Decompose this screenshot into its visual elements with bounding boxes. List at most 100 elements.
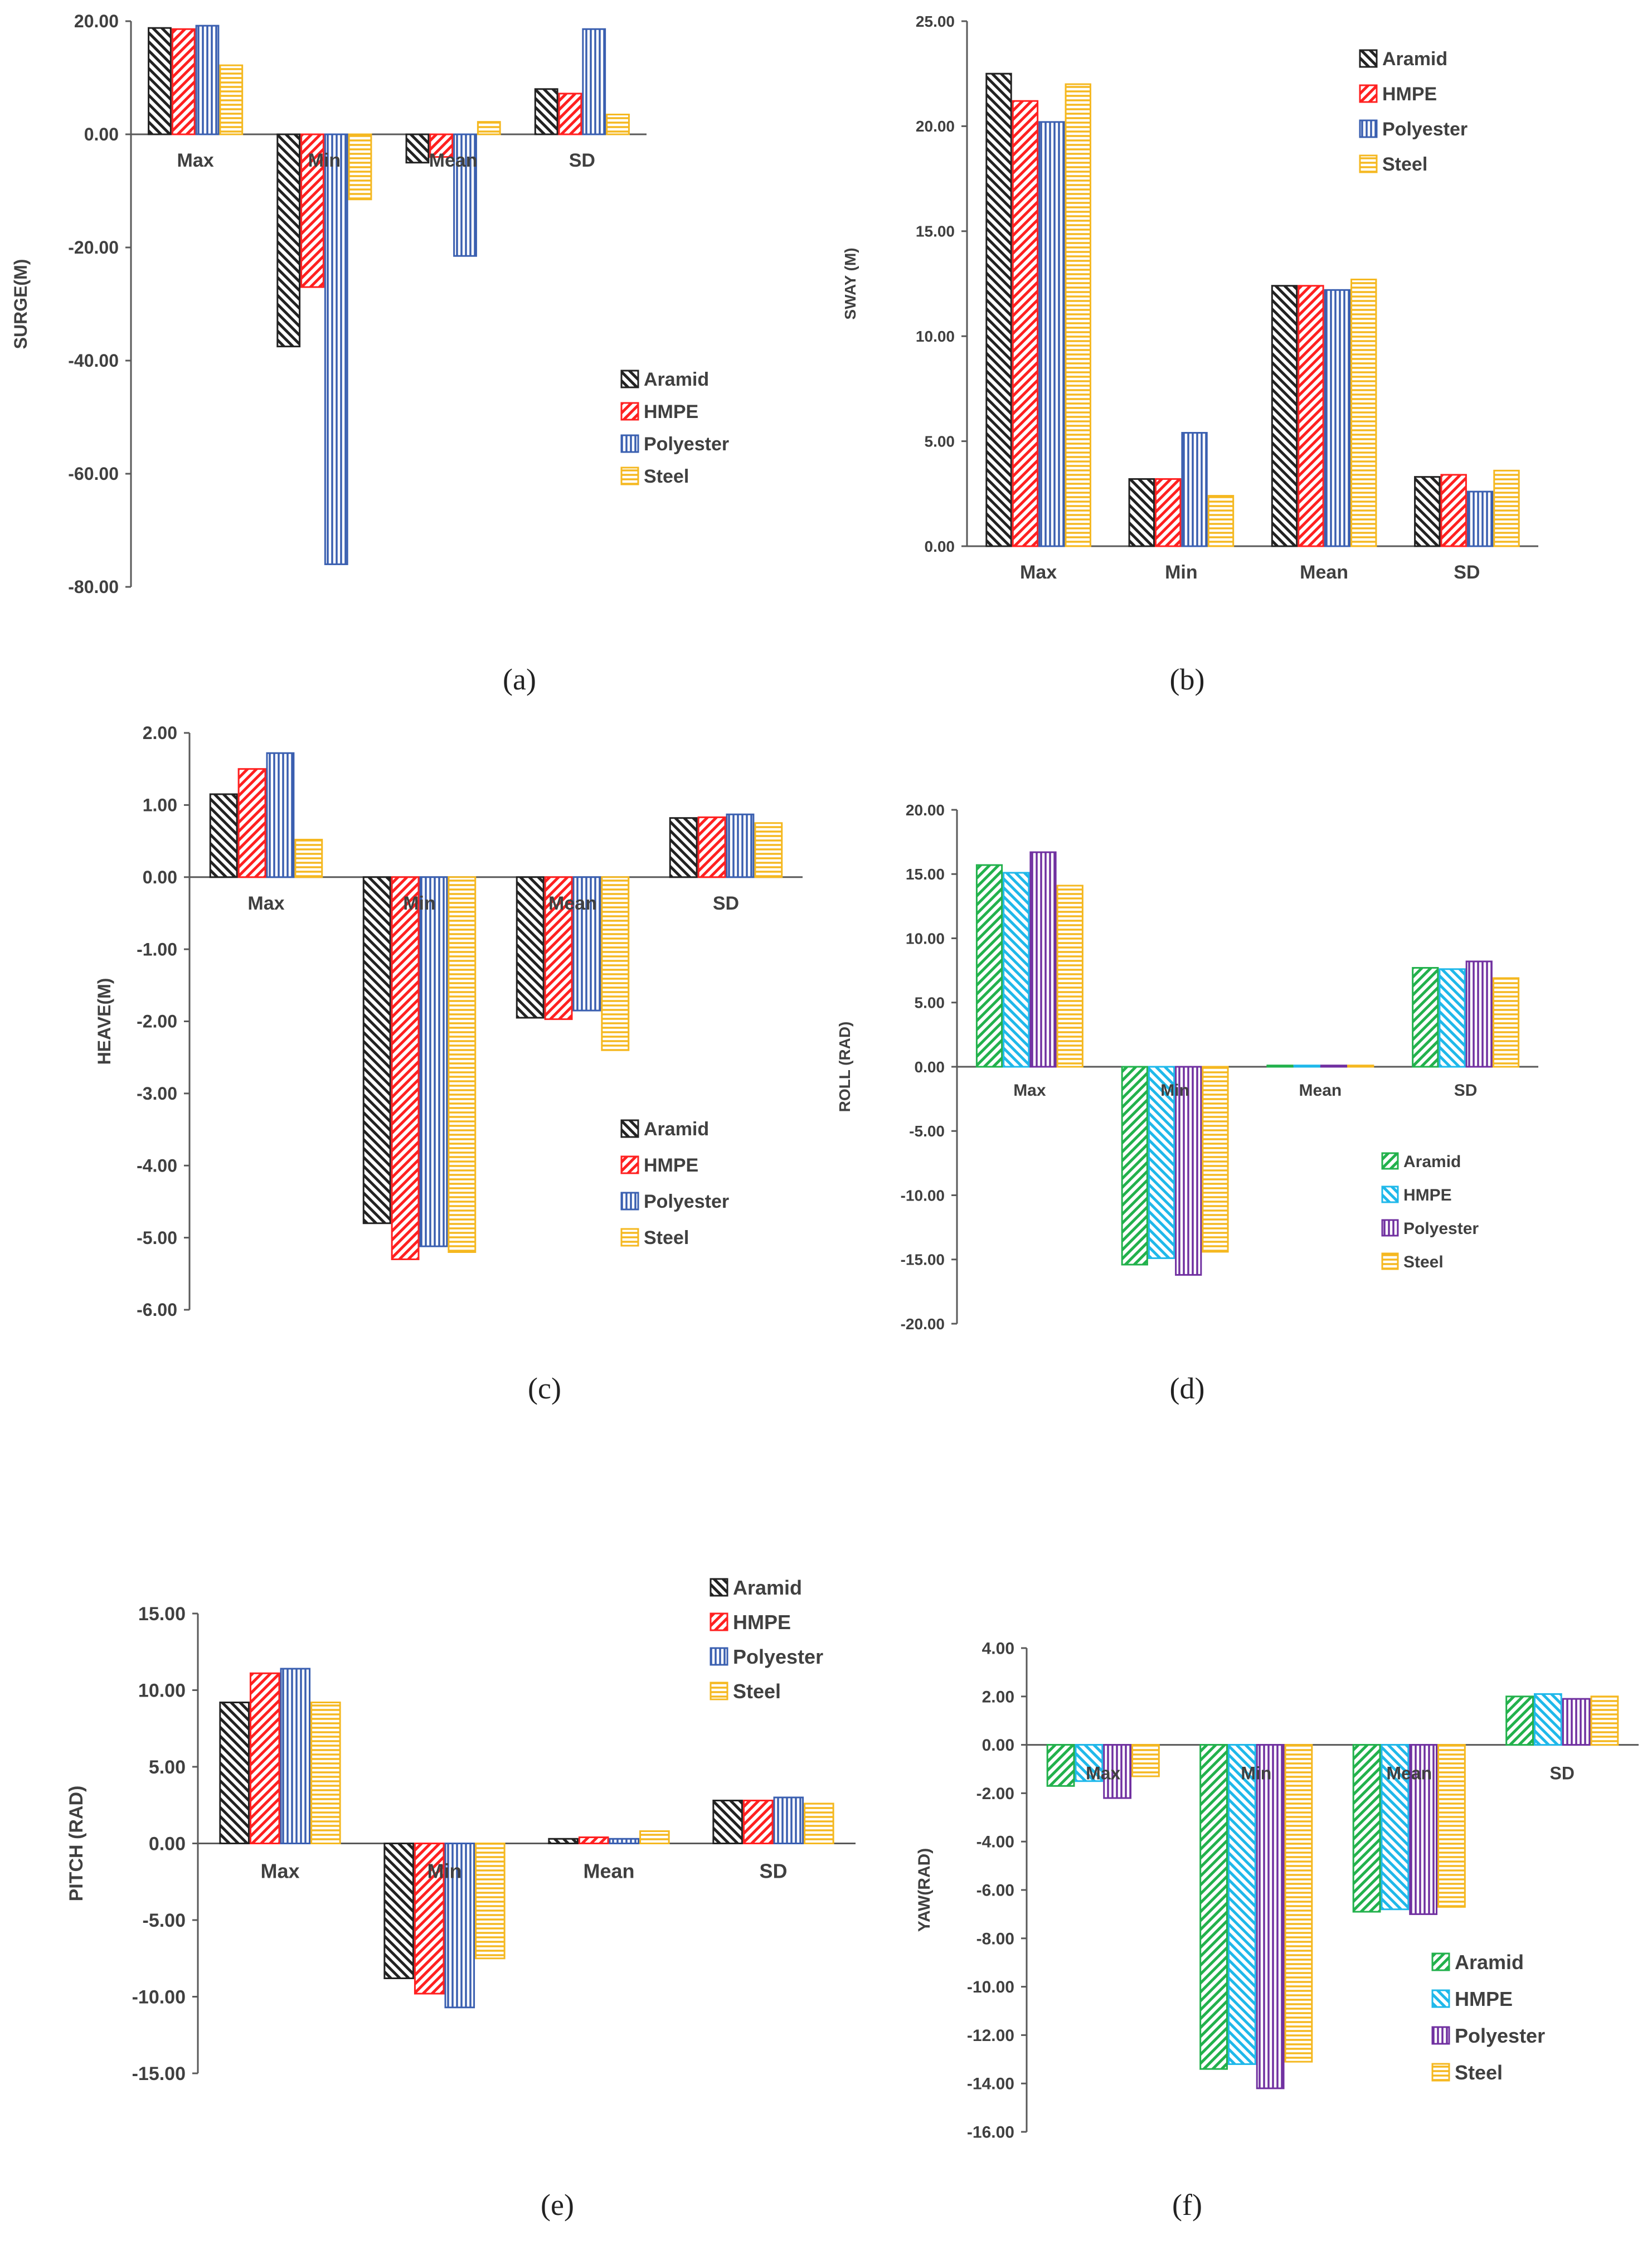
- bar-polyester-max: [195, 25, 220, 135]
- chart-panel-d: 20.00 15.00 10.00 5.00 0.00 -5.00 -10.00 -15.00…: [836, 801, 1538, 1333]
- bar-polyester-max: [280, 1668, 311, 1844]
- category-label: Mean: [1300, 562, 1348, 583]
- caption-d: (d): [1169, 1372, 1205, 1405]
- y-tick-label: 15.00: [138, 1603, 186, 1625]
- bar-aramid-max: [985, 72, 1012, 547]
- bar-steel-mean: [477, 121, 501, 135]
- y-tick-label: -2.00: [976, 1785, 1014, 1803]
- category-label: Max: [1020, 562, 1057, 583]
- y-tick-label: 25.00: [916, 13, 955, 30]
- bar-aramid-max: [209, 793, 238, 878]
- bar-hmpe-sd: [558, 93, 582, 135]
- y-tick-label: 1.00: [143, 795, 177, 815]
- y-tick-label: -1.00: [137, 939, 177, 959]
- chart-panel-a: 20.00 0.00 -20.00 -40.00 -60.00 -80.00 Max Min M…: [11, 11, 729, 597]
- y-axis-title: SURGE(M): [11, 259, 31, 349]
- bar-polyester-max: [1038, 121, 1065, 547]
- category-label: SD: [1454, 562, 1480, 583]
- bar-aramid-mean: [548, 1838, 579, 1844]
- caption-f: (f): [1172, 2188, 1202, 2222]
- legend-swatch-steel: [620, 1228, 639, 1247]
- bar-steel-min: [1202, 1066, 1229, 1253]
- category-label: Max: [1013, 1081, 1046, 1100]
- legend-label-steel: Steel: [1403, 1253, 1444, 1271]
- legend-label-aramid: Aramid: [1455, 1951, 1524, 1974]
- legend-swatch-steel: [710, 1682, 728, 1700]
- category-label: Mean: [1386, 1763, 1432, 1784]
- y-tick-label: -10.00: [967, 1978, 1014, 1996]
- y-tick-label: -4.00: [976, 1833, 1014, 1852]
- y-tick-label: -10.00: [132, 1986, 186, 2008]
- category-label: Min: [1241, 1763, 1271, 1784]
- legend-swatch-polyester: [1431, 2026, 1450, 2045]
- legend-swatch-aramid: [620, 1119, 639, 1138]
- bar-hmpe-mean: [544, 876, 573, 1021]
- bar-polyester-mean: [609, 1838, 640, 1844]
- legend-label-hmpe: HMPE: [1382, 84, 1437, 105]
- y-tick-label: 10.00: [916, 328, 955, 345]
- category-label: Mean: [548, 893, 597, 914]
- y-axis-title: PITCH (RAD): [66, 1786, 87, 1902]
- bar-polyester-min: [324, 133, 348, 565]
- bar-polyester-min: [419, 876, 448, 1247]
- y-tick-label: 0.00: [149, 1833, 186, 1854]
- bar-steel-max: [1131, 1744, 1160, 1777]
- bar-steel-max: [294, 838, 323, 878]
- bar-aramid-max: [1046, 1744, 1075, 1787]
- legend-label-polyester: Polyester: [644, 434, 729, 455]
- bar-aramid-min: [362, 876, 391, 1224]
- y-tick-label: 20.00: [906, 801, 945, 819]
- legend-label-polyester: Polyester: [644, 1191, 729, 1212]
- bar-steel-sd: [1492, 977, 1520, 1068]
- legend-label-polyester: Polyester: [733, 1645, 823, 1668]
- bar-polyester-mean: [1409, 1744, 1438, 1915]
- bar-aramid-sd: [1414, 476, 1441, 547]
- legend-swatch-hmpe: [710, 1612, 728, 1631]
- bar-steel-min: [348, 133, 372, 201]
- y-tick-label: 5.00: [925, 433, 955, 450]
- legend-label-steel: Steel: [1382, 154, 1427, 175]
- y-tick-label: 15.00: [906, 866, 945, 883]
- bar-aramid-sd: [534, 88, 558, 135]
- bar-aramid-min: [383, 1843, 414, 1979]
- bar-aramid-min: [276, 133, 301, 348]
- y-tick-label: 20.00: [74, 11, 119, 31]
- bar-aramid-max: [148, 27, 172, 135]
- category-label: Mean: [583, 1860, 634, 1883]
- bar-steel-mean: [1350, 278, 1377, 547]
- y-tick-label: -8.00: [976, 1930, 1014, 1948]
- legend-label-polyester: Polyester: [1455, 2024, 1545, 2047]
- legend-label-hmpe: HMPE: [1403, 1186, 1452, 1204]
- y-tick-label: 2.00: [143, 723, 177, 743]
- bar-steel-mean: [1347, 1065, 1374, 1068]
- bar-polyester-sd: [1465, 960, 1493, 1068]
- legend-swatch-steel: [1431, 2063, 1450, 2082]
- bar-steel-sd: [804, 1802, 834, 1844]
- category-label: Max: [177, 150, 214, 171]
- bar-aramid-sd: [1412, 967, 1439, 1068]
- caption-e: (e): [541, 2188, 574, 2222]
- bar-aramid-sd: [1505, 1695, 1534, 1746]
- legend-swatch-steel: [1359, 154, 1378, 173]
- bar-polyester-mean: [1320, 1065, 1348, 1068]
- bar-steel-min: [1284, 1744, 1313, 2063]
- y-tick-label: 0.00: [915, 1058, 945, 1076]
- y-axis-title: ROLL (RAD): [836, 1022, 853, 1112]
- legend-swatch-polyester: [620, 1192, 639, 1211]
- legend-swatch-steel: [620, 467, 639, 485]
- category-label: SD: [759, 1860, 787, 1883]
- legend-swatch-aramid: [1359, 49, 1378, 68]
- y-tick-label: -15.00: [901, 1251, 945, 1269]
- bar-aramid-max: [975, 864, 1003, 1068]
- bar-hmpe-min: [391, 876, 420, 1260]
- y-tick-label: -5.00: [909, 1122, 945, 1140]
- bar-polyester-sd: [1466, 490, 1494, 547]
- legend-label-aramid: Aramid: [1403, 1153, 1461, 1171]
- bar-steel-max: [219, 64, 244, 135]
- y-tick-label: 2.00: [982, 1688, 1014, 1706]
- bar-steel-mean: [639, 1830, 670, 1844]
- legend-swatch-steel: [1381, 1252, 1399, 1270]
- y-tick-label: 10.00: [138, 1680, 186, 1701]
- category-label: Min: [1160, 1081, 1189, 1100]
